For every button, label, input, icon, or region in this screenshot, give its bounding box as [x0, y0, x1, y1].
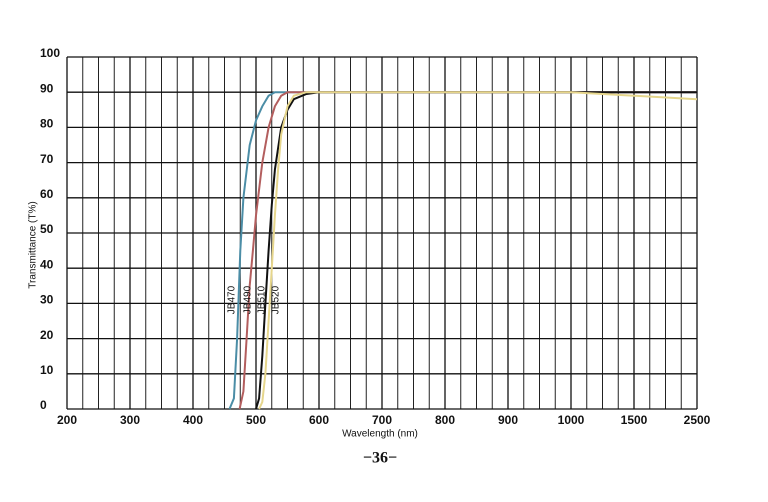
y-tick-label: 90: [40, 81, 54, 95]
series-label: JB520: [271, 285, 282, 314]
x-tick-label: 800: [435, 413, 455, 427]
y-axis-label: Transmittance (T%): [28, 201, 39, 288]
y-tick-label: 100: [40, 46, 60, 60]
series-label: JB510: [257, 285, 268, 314]
y-tick-label: 50: [40, 222, 54, 236]
x-tick-label: 300: [120, 413, 140, 427]
y-tick-label: 0: [40, 398, 47, 412]
x-axis-label: Wavelength (nm): [342, 429, 418, 440]
series-label: JB470: [227, 285, 238, 314]
y-tick-label: 10: [40, 363, 54, 377]
x-tick-label: 600: [309, 413, 329, 427]
x-tick-label: 900: [498, 413, 518, 427]
series-label: JB490: [243, 285, 254, 314]
y-tick-label: 80: [40, 117, 54, 131]
y-tick-label: 20: [40, 328, 54, 342]
y-tick-label: 30: [40, 293, 54, 307]
x-tick-label: 1000: [558, 413, 585, 427]
x-tick-label: 700: [372, 413, 392, 427]
x-tick-label: 400: [183, 413, 203, 427]
x-tick-label: 500: [246, 413, 266, 427]
page-number: −36−: [363, 450, 397, 467]
x-tick-label: 2500: [684, 413, 711, 427]
x-tick-label: 200: [57, 413, 77, 427]
series-line: [258, 91, 698, 410]
y-tick-label: 40: [40, 257, 54, 271]
y-tick-label: 60: [40, 187, 54, 201]
y-tick-label: 70: [40, 152, 54, 166]
x-tick-label: 1500: [621, 413, 648, 427]
